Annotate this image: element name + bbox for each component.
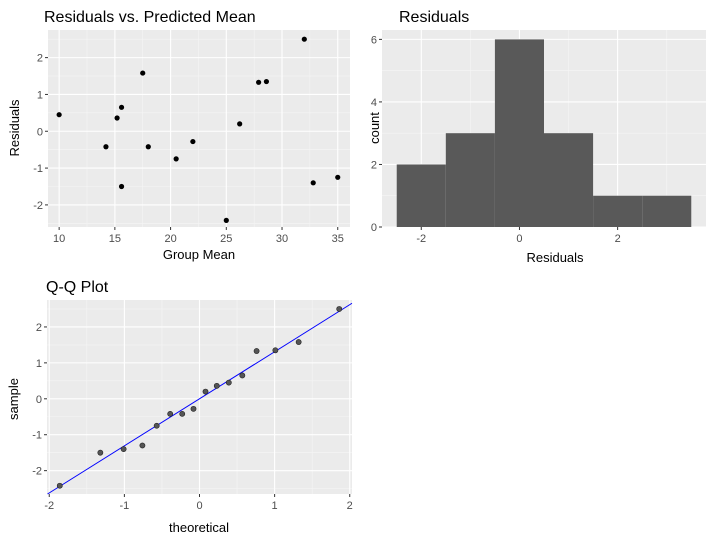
x-axis-title: Residuals (526, 250, 584, 265)
grid-lines (48, 30, 350, 227)
x-tick-label: 0 (196, 500, 202, 512)
data-point (145, 144, 151, 150)
x-tick-label: 15 (109, 233, 121, 245)
plot-panel (48, 30, 350, 227)
data-points (56, 306, 343, 489)
data-point (118, 183, 125, 190)
y-axis-title: sample (6, 378, 21, 420)
x-tick-label: 30 (276, 233, 288, 245)
data-point (223, 217, 229, 223)
qq-point (139, 442, 146, 449)
data-point (263, 78, 270, 85)
data-point (190, 138, 196, 145)
y-axis-title: Residuals (7, 99, 22, 157)
histogram-bar (544, 133, 594, 227)
qq-point (179, 410, 186, 417)
x-tick-label: 35 (332, 233, 344, 245)
data-point (103, 144, 109, 150)
x-tick-label: 10 (53, 233, 65, 245)
y-tick-label: 1 (37, 89, 43, 101)
qq-plot-chart: Q-Q Plot -2 -1 0 1 2 -2 -1 0 1 2 theoretical samp… (6, 279, 353, 535)
data-point (56, 112, 62, 118)
qq-point (202, 388, 209, 395)
qq-point (120, 446, 127, 452)
histogram-bar (396, 164, 446, 227)
qq-point (225, 379, 232, 386)
y-tick-label: 0 (36, 394, 42, 406)
axis-ticks: -2 0 2 0 2 4 6 (371, 34, 621, 245)
qq-point (272, 347, 279, 354)
histogram-bar (445, 133, 495, 227)
qq-point (153, 422, 160, 429)
x-tick-label: 1 (272, 500, 278, 512)
data-point (114, 115, 120, 121)
qq-point (97, 449, 104, 456)
residuals-histogram-chart: Residuals -2 0 2 0 2 4 6 Residuals count (367, 9, 706, 265)
histogram-bar (593, 195, 643, 227)
y-tick-label: 6 (371, 34, 377, 46)
y-tick-label: 2 (36, 322, 42, 334)
qq-point (253, 348, 260, 354)
axis-ticks: 10 15 20 25 30 35 -2 -1 0 1 2 (33, 53, 344, 245)
qq-point (295, 339, 302, 345)
x-tick-label: 0 (516, 233, 522, 245)
qq-point (239, 372, 246, 379)
x-axis-title: Group Mean (163, 247, 235, 262)
data-point (335, 174, 341, 180)
x-tick-label: 2 (347, 500, 353, 512)
reference-line (47, 302, 353, 495)
histogram-bar (494, 39, 544, 227)
x-tick-label: 2 (615, 233, 621, 245)
y-tick-label: -1 (33, 163, 43, 175)
x-tick-label: -2 (44, 500, 54, 512)
qq-reference-line (47, 302, 353, 495)
histogram-bar (642, 195, 692, 227)
data-point (310, 180, 316, 186)
data-point (140, 70, 146, 76)
y-tick-label: -2 (33, 200, 43, 212)
x-tick-label: -1 (119, 500, 129, 512)
qq-point (190, 405, 197, 412)
y-tick-label: -1 (32, 430, 42, 442)
y-tick-label: 2 (37, 53, 43, 65)
y-tick-label: 0 (37, 126, 43, 138)
residuals-vs-mean-chart: Residuals vs. Predicted Mean 10 15 20 25 30 3… (7, 9, 350, 262)
y-tick-label: -2 (32, 466, 42, 478)
qq-point (56, 482, 63, 489)
y-tick-label: 2 (371, 159, 377, 171)
histogram-bars (396, 39, 692, 227)
data-point (118, 104, 125, 110)
y-axis-title: count (367, 112, 382, 144)
x-axis-title: theoretical (169, 520, 229, 535)
data-points (56, 36, 341, 223)
data-point (237, 121, 243, 127)
data-point (173, 156, 179, 162)
y-tick-label: 0 (371, 222, 377, 234)
chart-title: Residuals vs. Predicted Mean (44, 9, 256, 26)
chart-title: Q-Q Plot (46, 279, 109, 296)
data-point (301, 36, 307, 42)
x-tick-label: 20 (164, 233, 176, 245)
chart-title: Residuals (399, 9, 469, 26)
grid-lines (47, 300, 352, 494)
axis-ticks: -2 -1 0 1 2 -2 -1 0 1 2 (32, 322, 353, 512)
qq-point (336, 306, 343, 312)
data-point (256, 79, 262, 85)
y-tick-label: 4 (371, 97, 377, 109)
y-tick-label: 1 (36, 358, 42, 370)
qq-point (167, 410, 174, 417)
x-tick-label: -2 (416, 233, 426, 245)
x-tick-label: 25 (220, 233, 232, 245)
qq-point (213, 382, 220, 389)
